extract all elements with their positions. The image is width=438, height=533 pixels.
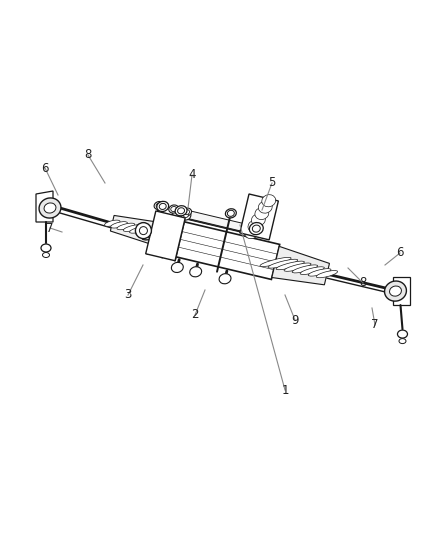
Ellipse shape bbox=[171, 262, 183, 272]
Ellipse shape bbox=[184, 209, 190, 215]
Ellipse shape bbox=[251, 214, 265, 226]
Ellipse shape bbox=[249, 223, 263, 235]
Ellipse shape bbox=[148, 231, 172, 238]
Ellipse shape bbox=[142, 229, 164, 237]
Text: 4: 4 bbox=[188, 168, 196, 182]
Ellipse shape bbox=[142, 229, 177, 240]
Ellipse shape bbox=[385, 281, 406, 301]
Ellipse shape bbox=[300, 267, 324, 274]
Ellipse shape bbox=[169, 205, 179, 213]
Ellipse shape bbox=[284, 263, 311, 271]
Ellipse shape bbox=[171, 206, 177, 212]
Ellipse shape bbox=[175, 206, 187, 216]
Ellipse shape bbox=[253, 229, 258, 234]
Text: 6: 6 bbox=[396, 246, 404, 260]
Ellipse shape bbox=[181, 210, 191, 220]
Ellipse shape bbox=[135, 223, 152, 239]
Ellipse shape bbox=[182, 208, 191, 216]
Ellipse shape bbox=[389, 286, 402, 296]
Ellipse shape bbox=[184, 213, 188, 217]
Ellipse shape bbox=[157, 201, 169, 212]
Polygon shape bbox=[156, 217, 280, 279]
Ellipse shape bbox=[316, 271, 338, 278]
Ellipse shape bbox=[258, 201, 272, 213]
Ellipse shape bbox=[248, 220, 262, 232]
Ellipse shape bbox=[219, 273, 231, 284]
Ellipse shape bbox=[139, 227, 148, 235]
Ellipse shape bbox=[251, 227, 261, 237]
Text: 3: 3 bbox=[124, 288, 132, 302]
Ellipse shape bbox=[276, 261, 304, 270]
Polygon shape bbox=[178, 208, 264, 237]
Polygon shape bbox=[272, 246, 329, 285]
Ellipse shape bbox=[308, 269, 331, 276]
Ellipse shape bbox=[190, 266, 201, 277]
Ellipse shape bbox=[117, 223, 135, 230]
Text: 7: 7 bbox=[46, 222, 54, 235]
Text: 7: 7 bbox=[371, 319, 379, 332]
Ellipse shape bbox=[39, 198, 61, 218]
Text: 5: 5 bbox=[268, 176, 276, 190]
Text: 9: 9 bbox=[291, 313, 299, 327]
Ellipse shape bbox=[262, 195, 276, 207]
Polygon shape bbox=[146, 211, 185, 261]
Ellipse shape bbox=[398, 330, 407, 338]
Ellipse shape bbox=[136, 228, 157, 235]
Ellipse shape bbox=[255, 207, 269, 220]
Ellipse shape bbox=[399, 338, 406, 344]
Ellipse shape bbox=[227, 211, 234, 216]
Text: 1: 1 bbox=[281, 384, 289, 397]
Ellipse shape bbox=[244, 227, 258, 239]
Ellipse shape bbox=[177, 208, 184, 214]
Polygon shape bbox=[240, 194, 279, 240]
Polygon shape bbox=[110, 215, 162, 246]
Text: 8: 8 bbox=[84, 149, 92, 161]
Text: 8: 8 bbox=[359, 277, 367, 289]
Ellipse shape bbox=[44, 203, 56, 213]
Ellipse shape bbox=[159, 204, 166, 209]
Ellipse shape bbox=[130, 226, 149, 233]
Ellipse shape bbox=[41, 244, 51, 252]
Ellipse shape bbox=[104, 220, 120, 227]
Ellipse shape bbox=[226, 209, 237, 218]
Ellipse shape bbox=[260, 257, 291, 266]
Ellipse shape bbox=[111, 222, 127, 228]
Ellipse shape bbox=[292, 265, 318, 273]
Ellipse shape bbox=[42, 253, 49, 257]
Ellipse shape bbox=[142, 229, 177, 240]
Polygon shape bbox=[393, 277, 410, 305]
Ellipse shape bbox=[156, 203, 162, 208]
Ellipse shape bbox=[252, 225, 260, 232]
Ellipse shape bbox=[268, 259, 298, 268]
Polygon shape bbox=[36, 191, 53, 222]
Ellipse shape bbox=[154, 201, 164, 209]
Ellipse shape bbox=[123, 225, 142, 231]
Text: 6: 6 bbox=[41, 161, 49, 174]
Text: 2: 2 bbox=[191, 309, 199, 321]
